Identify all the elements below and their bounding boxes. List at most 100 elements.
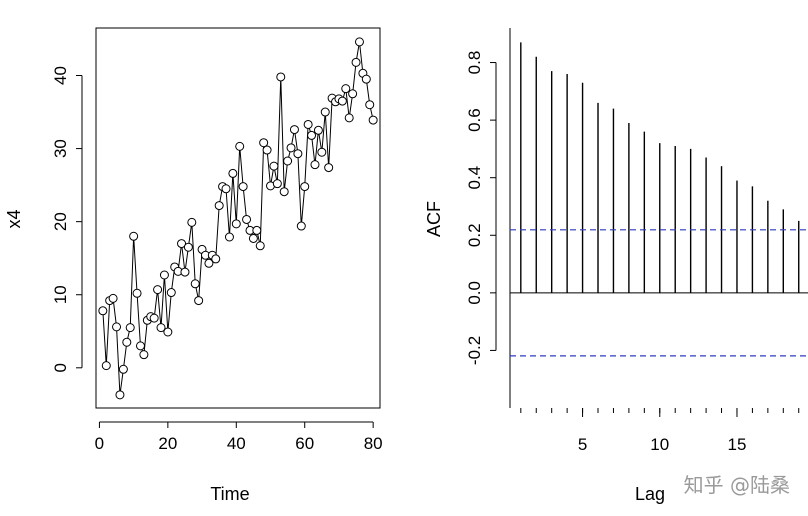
- time-series-point: [149, 313, 159, 323]
- time-series-x-tick-label: 0: [95, 434, 104, 453]
- time-series-point: [112, 322, 122, 332]
- acf-x-axis: 5 10 15: [520, 408, 800, 454]
- acf-y-tick-label: 0.4: [465, 166, 484, 190]
- time-series-y-tick-label: 30: [51, 139, 70, 158]
- time-series-point: [283, 156, 293, 166]
- time-series-point: [286, 143, 296, 153]
- time-series-y-tick-label: 0: [51, 363, 70, 372]
- time-series-point: [221, 184, 231, 194]
- time-series-point: [135, 341, 145, 351]
- acf-x-tick-label: 10: [650, 435, 669, 454]
- time-series-point: [139, 350, 149, 360]
- time-series-point: [307, 130, 317, 140]
- time-series-point: [365, 100, 375, 110]
- time-series-point: [108, 293, 118, 303]
- time-series-point: [163, 327, 173, 337]
- time-series-point: [159, 270, 169, 280]
- acf-y-tick-label: 0.6: [465, 108, 484, 132]
- time-series-point: [252, 225, 262, 235]
- acf-y-tick-label: 0.2: [465, 223, 484, 247]
- time-series-point: [231, 219, 241, 229]
- acf-y-tick-label: -0.2: [465, 336, 484, 365]
- acf-y-tick-label: 0.8: [465, 51, 484, 75]
- time-series-point: [289, 125, 299, 135]
- time-series-point: [98, 306, 108, 316]
- time-series-y-axis: 0 10 20 30 40: [51, 66, 83, 373]
- time-series-point: [190, 279, 200, 289]
- time-series-y-label: x4: [4, 209, 24, 228]
- time-series-x-tick-label: 80: [364, 434, 383, 453]
- time-series-point: [300, 182, 310, 192]
- time-series-x-label: Time: [210, 484, 249, 504]
- time-series-x-tick-label: 20: [158, 434, 177, 453]
- time-series-point: [341, 84, 351, 94]
- time-series-y-tick-label: 40: [51, 66, 70, 85]
- time-series-point: [296, 221, 306, 231]
- time-series-y-tick-label: 20: [51, 212, 70, 231]
- time-series-point: [351, 57, 361, 67]
- time-series-x-axis: 0 20 40 60 80: [95, 421, 383, 453]
- time-series-point: [324, 163, 334, 173]
- time-series-point: [337, 96, 347, 106]
- time-series-point: [194, 296, 204, 306]
- time-series-point: [129, 231, 139, 241]
- time-series-point: [214, 201, 224, 211]
- time-series-point: [310, 160, 320, 170]
- time-series-point: [248, 233, 258, 243]
- time-series-point: [183, 242, 193, 252]
- time-series-point: [368, 115, 378, 125]
- time-series-point: [204, 258, 214, 268]
- time-series-point: [279, 187, 289, 197]
- time-series-point: [122, 337, 132, 347]
- watermark: 知乎 @陆桑: [684, 473, 790, 497]
- time-series-point: [303, 119, 313, 129]
- time-series-point: [125, 323, 135, 333]
- time-series-y-tick-label: 10: [51, 285, 70, 304]
- time-series-point: [255, 241, 265, 251]
- time-series-point: [259, 138, 269, 148]
- time-series-point: [354, 37, 364, 47]
- time-series-point: [242, 214, 252, 224]
- time-series-point: [156, 323, 166, 333]
- time-series-point: [224, 232, 234, 242]
- time-series-point: [276, 72, 286, 82]
- time-series-point: [317, 147, 327, 157]
- time-series-panel: 0 20 40 60 80 0 10 20 30 40 Time x4: [4, 27, 383, 504]
- time-series-point: [361, 74, 371, 84]
- time-series-point: [269, 161, 279, 171]
- acf-y-tick-label: 0.0: [465, 281, 484, 305]
- time-series-point: [272, 179, 282, 189]
- time-series-point: [262, 145, 272, 155]
- time-series-point: [180, 267, 190, 277]
- time-series-plot-box: [95, 27, 381, 409]
- time-series-point: [132, 288, 142, 298]
- time-series-line: [98, 37, 378, 400]
- acf-y-label: ACF: [424, 201, 444, 237]
- time-series-point: [235, 141, 245, 151]
- time-series-point: [293, 149, 303, 159]
- acf-x-label: Lag: [635, 484, 665, 504]
- acf-y-axis: -0.2 0.0 0.2 0.4 0.6 0.8: [465, 51, 497, 365]
- acf-panel: -0.2 0.0 0.2 0.4 0.6 0.8 5 10 15 Lag ACF: [424, 28, 808, 504]
- time-series-point: [118, 364, 128, 374]
- time-series-point: [153, 285, 163, 295]
- time-series-point: [177, 239, 187, 249]
- time-series-x-tick-label: 60: [295, 434, 314, 453]
- acf-x-tick-label: 15: [728, 435, 747, 454]
- acf-x-tick-label: 5: [578, 435, 587, 454]
- time-series-point: [320, 107, 330, 117]
- time-series-point: [238, 182, 248, 192]
- time-series-point: [187, 217, 197, 227]
- acf-bars: [520, 42, 800, 293]
- time-series-point: [115, 390, 125, 400]
- time-series-x-tick-label: 40: [227, 434, 246, 453]
- time-series-point: [101, 361, 111, 371]
- time-series-point: [166, 288, 176, 298]
- time-series-point: [313, 125, 323, 135]
- time-series-point: [344, 113, 354, 123]
- time-series-point: [211, 254, 221, 264]
- time-series-point: [348, 89, 358, 99]
- time-series-point: [228, 168, 238, 178]
